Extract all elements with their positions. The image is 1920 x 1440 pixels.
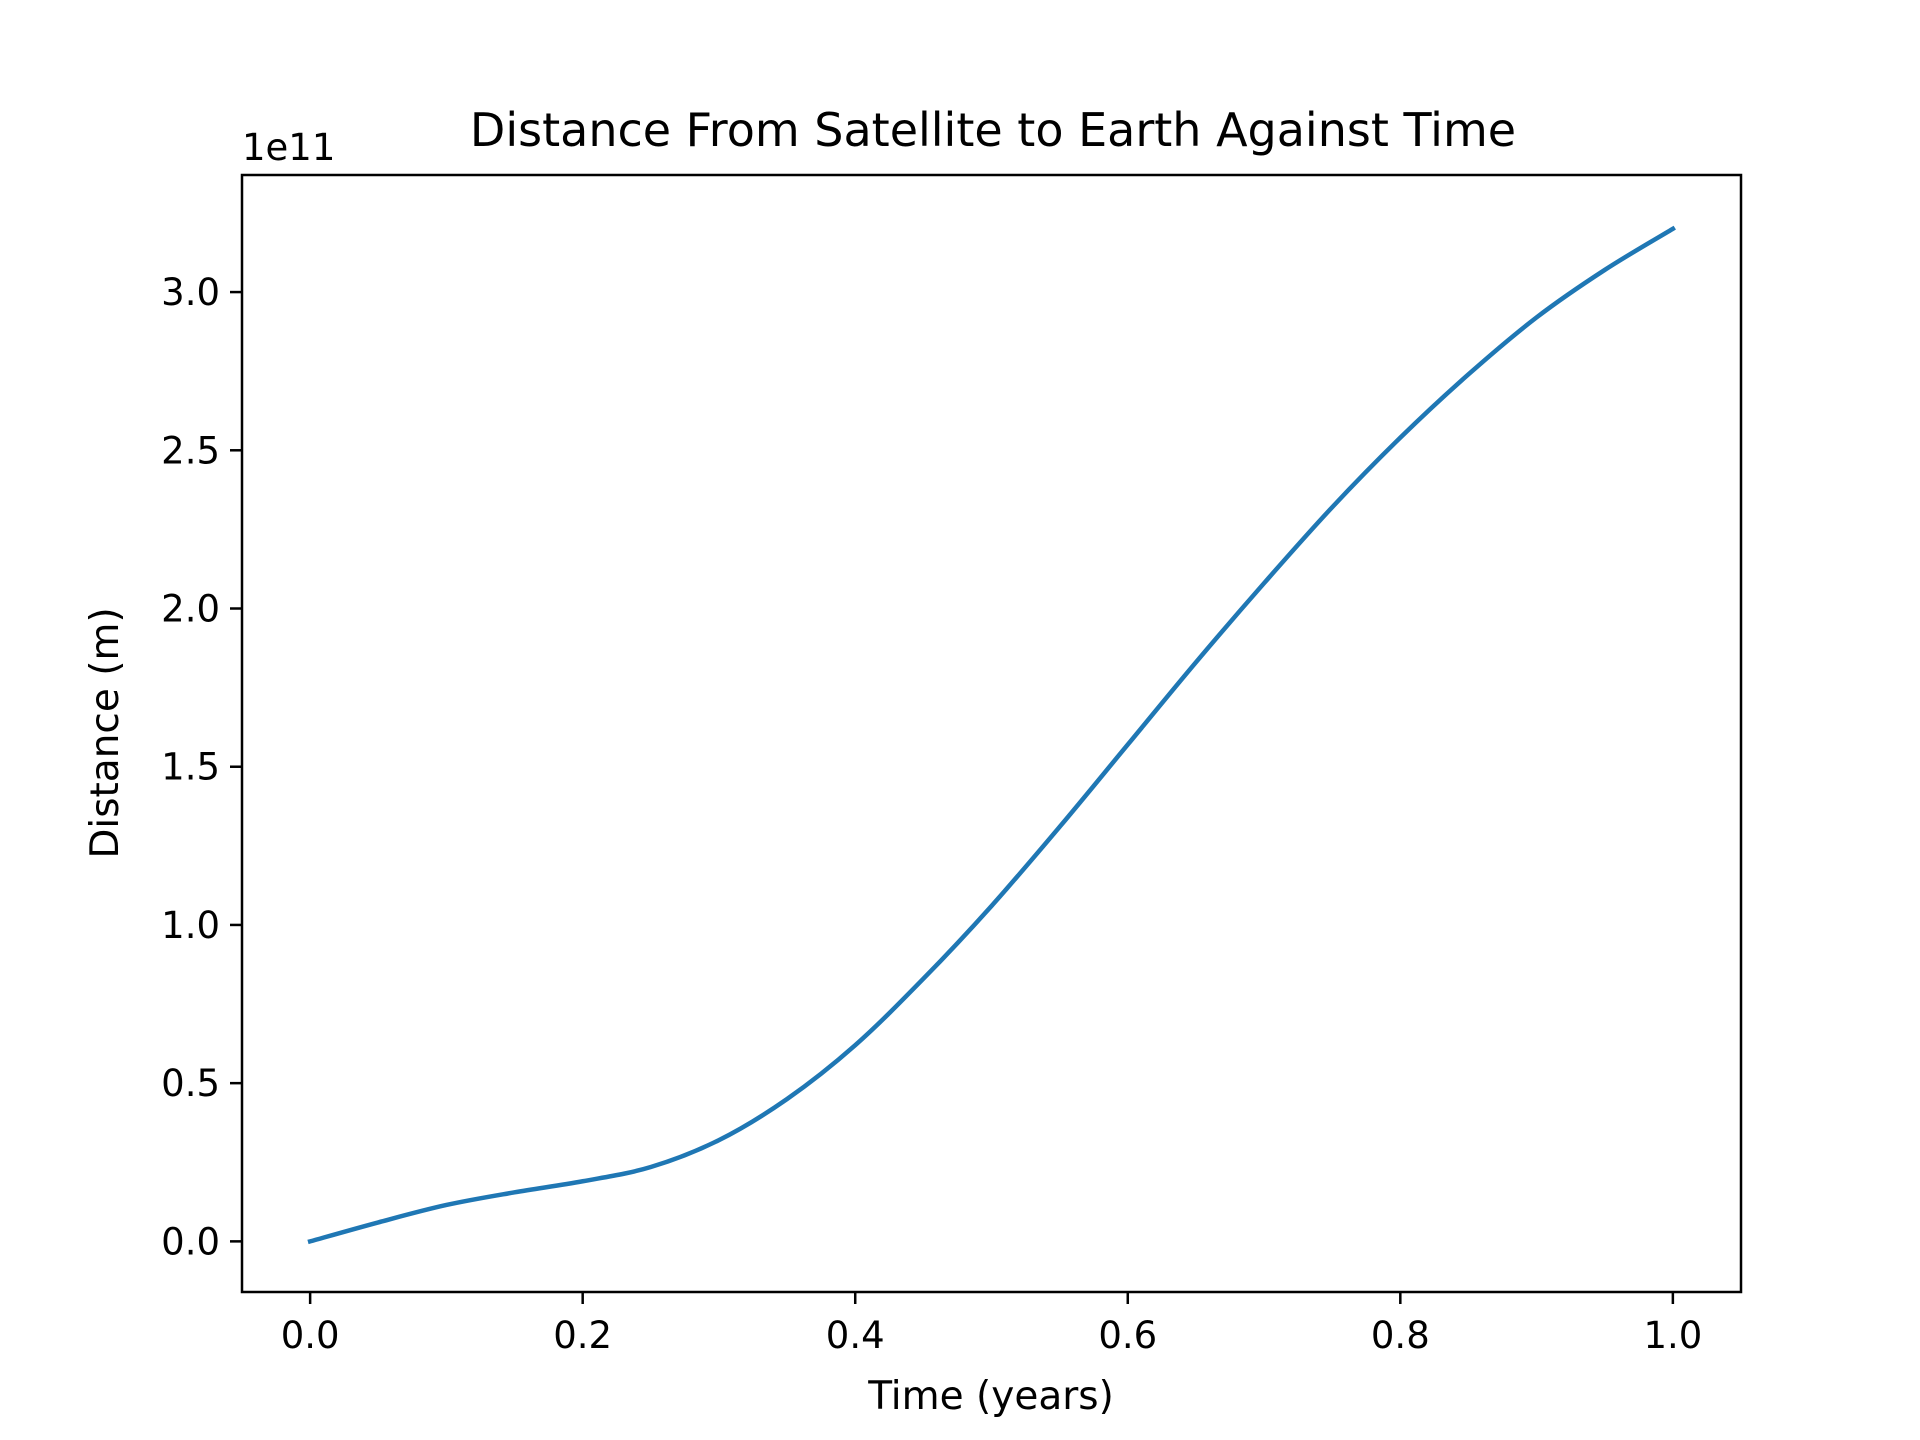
y-offset-label: 1e11 xyxy=(242,126,335,169)
series-line xyxy=(307,225,1676,1245)
x-tick-label: 0.0 xyxy=(281,1314,340,1357)
x-axis: 0.0 0.2 0.4 0.6 0.8 1.0 xyxy=(281,1292,1702,1357)
y-tick-label: 1.0 xyxy=(161,904,220,947)
plot-area-frame xyxy=(240,173,1743,1294)
x-tick-label: 0.6 xyxy=(1098,1314,1157,1357)
x-tick-label: 0.2 xyxy=(553,1314,612,1357)
y-tick-label: 3.0 xyxy=(161,271,220,314)
y-tick-label: 0.5 xyxy=(161,1062,220,1105)
y-axis: 0.0 0.5 1.0 1.5 2.0 2.5 3.0 xyxy=(161,271,242,1263)
y-tick-label: 0.0 xyxy=(161,1220,220,1263)
y-tick-label: 2.5 xyxy=(161,429,220,472)
x-tick-label: 0.4 xyxy=(826,1314,885,1357)
series-layer xyxy=(307,225,1676,1245)
x-tick-label: 1.0 xyxy=(1643,1314,1702,1357)
y-axis-title: Distance (m) xyxy=(83,607,128,858)
y-tick-label: 1.5 xyxy=(161,746,220,789)
x-axis-title: Time (years) xyxy=(867,1374,1114,1419)
x-tick-label: 0.8 xyxy=(1371,1314,1430,1357)
y-tick-label: 2.0 xyxy=(161,588,220,631)
chart-title: Distance From Satellite to Earth Against… xyxy=(470,103,1516,157)
